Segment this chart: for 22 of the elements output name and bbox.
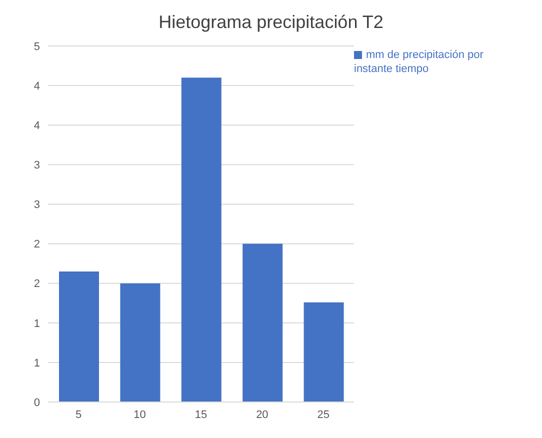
y-tick-label: 1: [34, 357, 40, 370]
y-tick-label: 5: [34, 40, 40, 53]
bar: [120, 283, 160, 402]
y-tick-label: 2: [34, 278, 40, 290]
y-tick-label: 4: [34, 120, 40, 132]
y-tick-label: 2: [34, 238, 40, 251]
chart-title: Hietograma precipitación T2: [158, 11, 384, 34]
y-tick-label: 3: [34, 160, 40, 172]
x-tick-label: 20: [256, 408, 268, 421]
x-tick-label: 25: [317, 408, 330, 421]
y-tick-label: 1: [34, 318, 40, 330]
legend-label: mm de precipitación por instante tiempo: [354, 49, 484, 75]
bar: [304, 302, 344, 402]
x-tick-label: 5: [76, 408, 82, 421]
x-tick-label: 15: [194, 408, 208, 421]
bar: [59, 271, 99, 402]
y-tick-label: 4: [34, 80, 40, 92]
bar: [181, 78, 222, 402]
bar: [242, 244, 283, 402]
y-tick-label: 3: [34, 199, 40, 212]
x-tick-label: 10: [134, 408, 146, 421]
y-tick-label: 0: [34, 396, 40, 409]
